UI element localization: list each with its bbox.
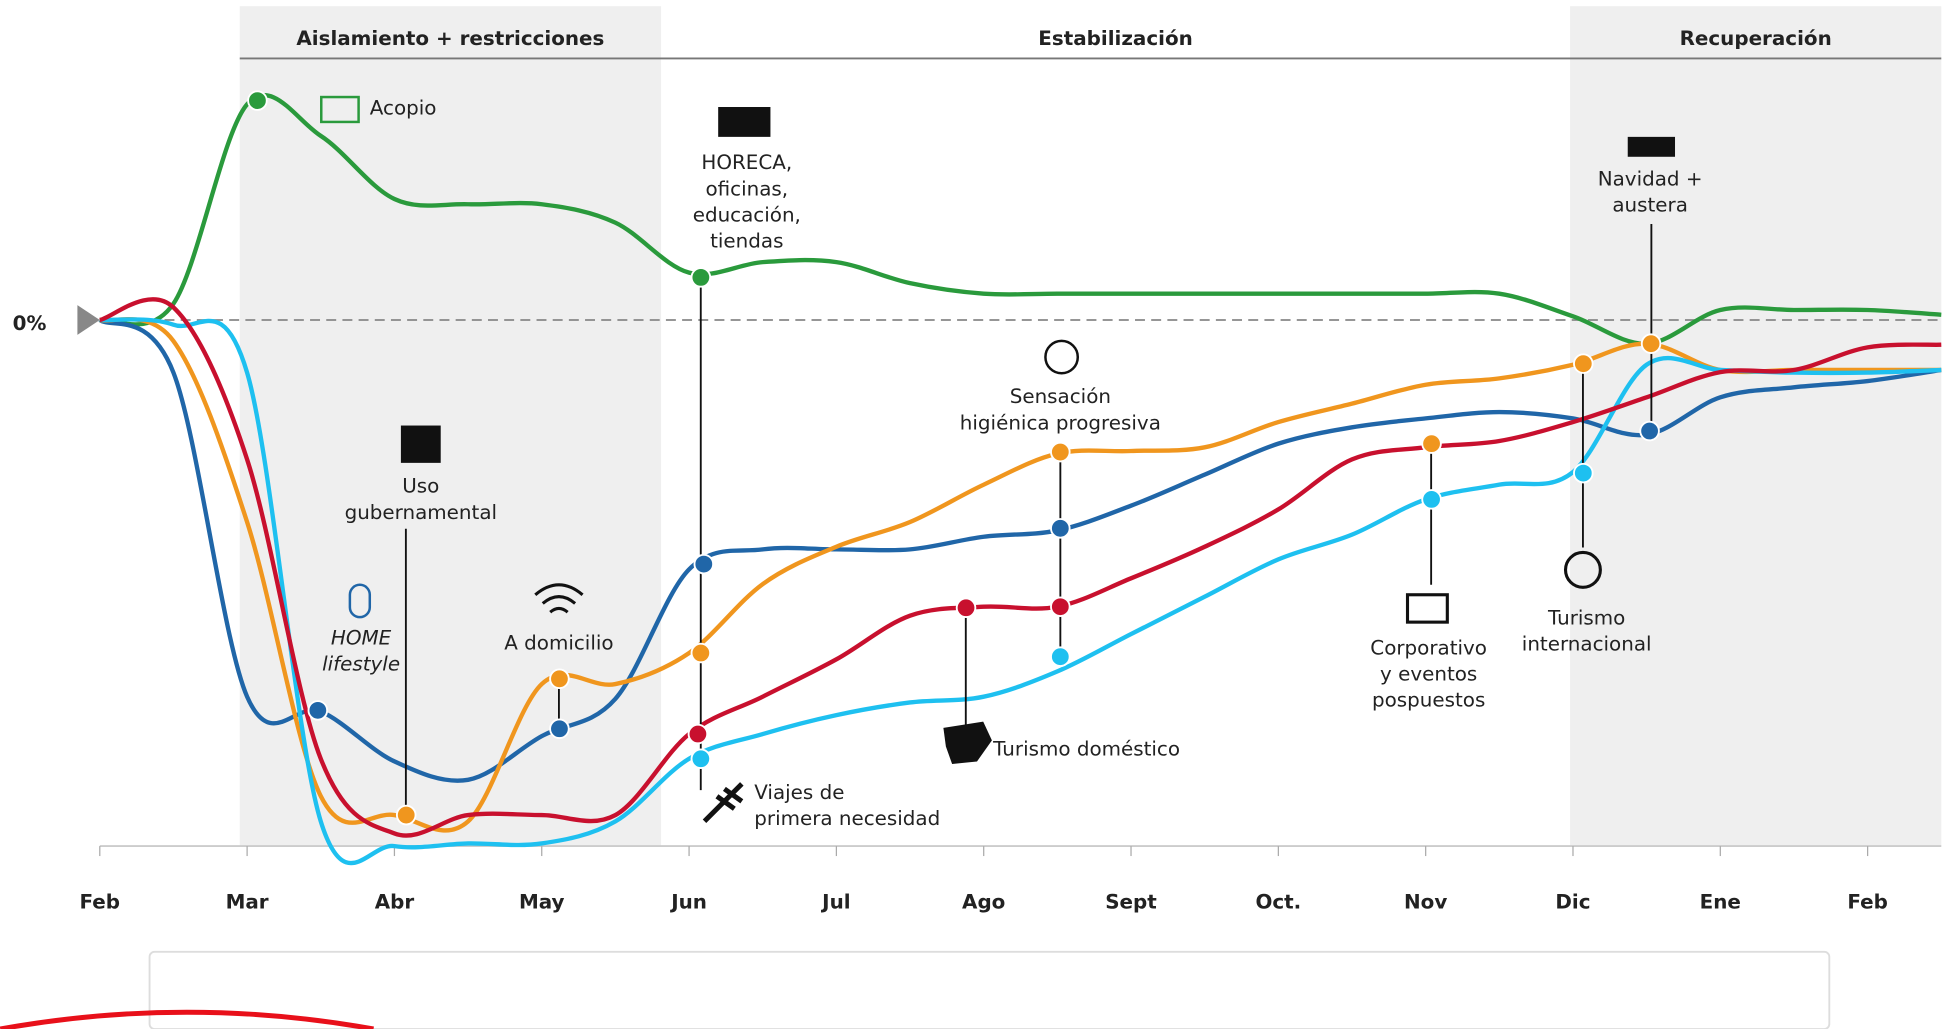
series-line (99, 297, 1942, 838)
marker (1050, 518, 1071, 539)
icon-mouse (348, 583, 372, 619)
series-line (99, 93, 1942, 346)
marker (1573, 462, 1594, 484)
annotation: oficinas, (705, 177, 788, 200)
marker (955, 597, 977, 619)
annotation: y eventos (1380, 663, 1477, 686)
marker (1421, 489, 1442, 510)
marker (1050, 596, 1071, 617)
icon-wifi (534, 583, 584, 614)
annotation: HOME (331, 627, 392, 650)
icon-virus (1044, 339, 1080, 375)
annotation: Turismo (1547, 607, 1625, 630)
marker (690, 642, 712, 664)
annotation: gubernamental (345, 501, 497, 524)
marker (1639, 420, 1660, 442)
marker (549, 718, 570, 740)
annotation: tiendas (710, 230, 783, 253)
x-tick-label: Oct. (1255, 890, 1301, 913)
phase-band (1570, 6, 1942, 847)
annotation: higiénica progresiva (960, 411, 1161, 434)
icon-briefcase (1405, 593, 1449, 624)
annotation: Turismo doméstico (992, 737, 1180, 760)
annotation: internacional (1522, 633, 1652, 656)
icon-plane (702, 782, 744, 823)
annotation: lifestyle (322, 653, 400, 676)
x-tick-label: Jul (820, 890, 850, 913)
annotation: educación, (693, 203, 801, 226)
annotation: primera necesidad (754, 807, 940, 830)
marker (549, 668, 570, 690)
x-tick-label: Jun (669, 890, 707, 913)
phase-label: Recuperación (1680, 27, 1832, 50)
x-tick-label: Abr (375, 890, 415, 913)
icon-globe (1563, 550, 1602, 589)
annotation: Corporativo (1370, 636, 1487, 659)
marker (1050, 646, 1071, 667)
annotation: HORECA, (701, 151, 792, 174)
icon-basket (320, 95, 360, 124)
phase-label: Aislamiento + restricciones (296, 27, 604, 50)
x-tick-label: May (519, 890, 565, 913)
x-tick-label: Ago (962, 890, 1005, 913)
x-tick-label: Feb (1847, 890, 1888, 913)
marker (693, 553, 715, 575)
marker (1573, 353, 1594, 374)
series-line (99, 317, 1942, 833)
icon-open-sign (718, 107, 771, 137)
legend-box (148, 950, 1831, 1029)
marker (1640, 333, 1662, 354)
icon-spain (943, 721, 992, 764)
x-tick-label: Mar (226, 890, 269, 913)
icon-gift (1627, 136, 1676, 157)
marker (1050, 441, 1071, 463)
x-tick-label: Sept (1105, 890, 1157, 913)
annotation: Viajes de (754, 781, 844, 804)
marker (687, 723, 709, 745)
origin-arrow (77, 305, 100, 335)
icon-building (400, 425, 441, 463)
annotation: Uso (402, 475, 439, 498)
marker (247, 90, 268, 111)
annotation: Navidad + (1598, 167, 1703, 190)
marker (395, 804, 417, 826)
annotation: Acopio (370, 96, 437, 119)
annotation: A domicilio (504, 632, 613, 655)
annotation: austera (1612, 194, 1688, 217)
marker (690, 267, 712, 288)
marker (1421, 433, 1442, 454)
marker (690, 748, 712, 770)
x-tick-label: Dic (1555, 890, 1590, 913)
x-tick-label: Nov (1404, 890, 1447, 913)
y-tick-label: 0% (13, 312, 47, 335)
annotation: pospuestos (1372, 689, 1485, 712)
x-tick-label: Feb (80, 890, 121, 913)
annotation: Sensación (1010, 385, 1111, 408)
lines-layer (98, 93, 1942, 866)
phase-label: Estabilización (1038, 27, 1192, 50)
marker (307, 700, 329, 721)
x-tick-label: Ene (1700, 890, 1741, 913)
highlight-arc (0, 1009, 374, 1029)
